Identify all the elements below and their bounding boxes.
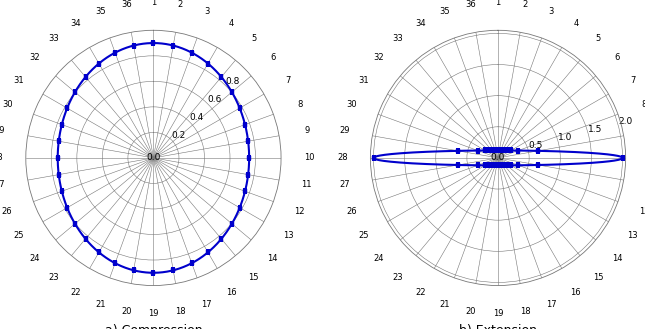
Text: 28: 28 [337,153,348,163]
Text: 14: 14 [612,254,622,263]
Text: 25: 25 [14,231,24,240]
Text: 7: 7 [630,76,635,85]
Text: 5: 5 [251,34,256,43]
Text: 0.0: 0.0 [491,153,505,163]
Text: 6: 6 [615,53,620,62]
Text: 34: 34 [70,18,81,28]
Text: 33: 33 [48,34,59,43]
Text: 16: 16 [226,288,237,297]
Text: 14: 14 [268,254,278,263]
Text: 26: 26 [2,207,12,216]
Text: 13: 13 [628,231,638,240]
Text: 22: 22 [70,288,81,297]
Text: 29: 29 [339,126,350,135]
Text: 15: 15 [248,273,259,282]
Text: 3: 3 [549,7,554,16]
Text: 24: 24 [373,254,384,263]
Text: 18: 18 [175,307,186,316]
Text: 2: 2 [522,0,528,9]
Text: 22: 22 [415,288,426,297]
Text: 20: 20 [466,307,476,316]
Text: 19: 19 [148,309,159,318]
Text: 21: 21 [95,300,105,309]
Text: 4: 4 [229,18,234,28]
Text: 30: 30 [2,100,12,109]
Text: 4: 4 [573,18,579,28]
Text: 2: 2 [178,0,183,9]
Text: 25: 25 [358,231,368,240]
Text: 33: 33 [393,34,403,43]
Text: 0.0: 0.0 [146,153,161,163]
Text: 20: 20 [121,307,132,316]
Text: 29: 29 [0,126,5,135]
Text: 12: 12 [295,207,305,216]
Text: 36: 36 [121,0,132,9]
Text: 12: 12 [639,207,645,216]
Text: 35: 35 [95,7,106,16]
Text: 28: 28 [0,153,3,163]
Text: 23: 23 [393,273,403,282]
Text: 17: 17 [201,300,212,309]
Text: 1: 1 [495,0,501,7]
Text: 3: 3 [204,7,210,16]
Text: 26: 26 [346,207,357,216]
Text: 21: 21 [439,300,450,309]
Text: 8: 8 [642,100,645,109]
Text: 1: 1 [151,0,156,7]
Text: 7: 7 [286,76,291,85]
Text: 23: 23 [48,273,59,282]
Text: 13: 13 [283,231,293,240]
Text: 34: 34 [415,18,426,28]
Text: 31: 31 [14,76,24,85]
Text: 9: 9 [304,126,310,135]
Text: 15: 15 [593,273,603,282]
Text: 16: 16 [571,288,581,297]
Text: 24: 24 [29,254,39,263]
Title: b) Extension: b) Extension [459,324,537,329]
Text: 8: 8 [297,100,303,109]
Text: 31: 31 [358,76,368,85]
Text: 30: 30 [346,100,357,109]
Text: 5: 5 [595,34,600,43]
Text: 35: 35 [439,7,450,16]
Text: 18: 18 [520,307,530,316]
Text: 36: 36 [466,0,477,9]
Text: 32: 32 [29,53,39,62]
Text: 19: 19 [493,309,503,318]
Text: 17: 17 [546,300,557,309]
Text: 6: 6 [270,53,275,62]
Title: a) Compression: a) Compression [104,324,203,329]
Text: 27: 27 [0,181,5,190]
Text: 27: 27 [339,181,350,190]
Text: 10: 10 [304,153,314,163]
Text: 32: 32 [373,53,384,62]
Text: 11: 11 [301,181,312,190]
